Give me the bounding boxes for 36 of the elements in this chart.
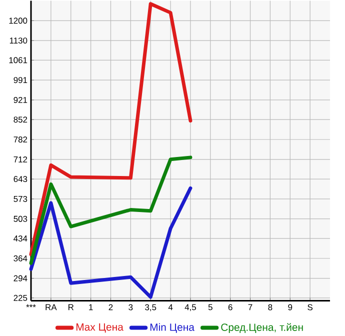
legend-label: Max Цена <box>76 323 124 333</box>
y-tick-label: 1200 <box>9 17 28 24</box>
legend-label: Сред.Цена, т.йен <box>221 322 303 333</box>
x-tick-label: R <box>68 304 74 310</box>
x-tick-label: 2 <box>108 304 113 310</box>
x-tick-label: 3,5 <box>145 304 156 312</box>
x-tick-label: 3 <box>128 304 133 310</box>
line-series <box>29 156 192 265</box>
y-tick-label: 921 <box>14 96 28 103</box>
x-tick-label: 8 <box>268 304 272 310</box>
x-tick-label: 1 <box>89 304 93 310</box>
x-tick-label: 5 <box>208 304 212 310</box>
x-tick-label: 7 <box>248 304 252 310</box>
x-tick-label: *** <box>26 304 36 308</box>
x-tick-label: S <box>308 304 313 310</box>
y-tick-label: 1061 <box>9 57 28 63</box>
legend-label: Min Цена <box>150 323 194 333</box>
x-tick-label: 4,5 <box>184 304 196 311</box>
y-tick-label: 434 <box>14 235 28 242</box>
y-tick-label: 852 <box>14 116 28 122</box>
y-tick-label: 782 <box>14 136 28 142</box>
y-tick-label: 503 <box>14 216 28 222</box>
line-series <box>29 2 192 256</box>
x-tick-label: 9 <box>288 304 292 310</box>
x-tick-label: 4 <box>168 304 173 310</box>
y-tick-label: 643 <box>14 176 28 182</box>
y-tick-label: 1130 <box>10 37 28 44</box>
y-tick-label: 294 <box>14 275 28 282</box>
x-tick-label: RA <box>46 304 57 310</box>
y-tick-label: 225 <box>14 294 28 301</box>
y-tick-label: 573 <box>14 196 28 202</box>
y-tick-label: 364 <box>14 255 28 262</box>
x-tick-label: 6 <box>228 304 232 310</box>
y-tick-label: 991 <box>14 76 28 83</box>
y-tick-label: 712 <box>14 156 28 162</box>
line-series <box>29 186 192 299</box>
